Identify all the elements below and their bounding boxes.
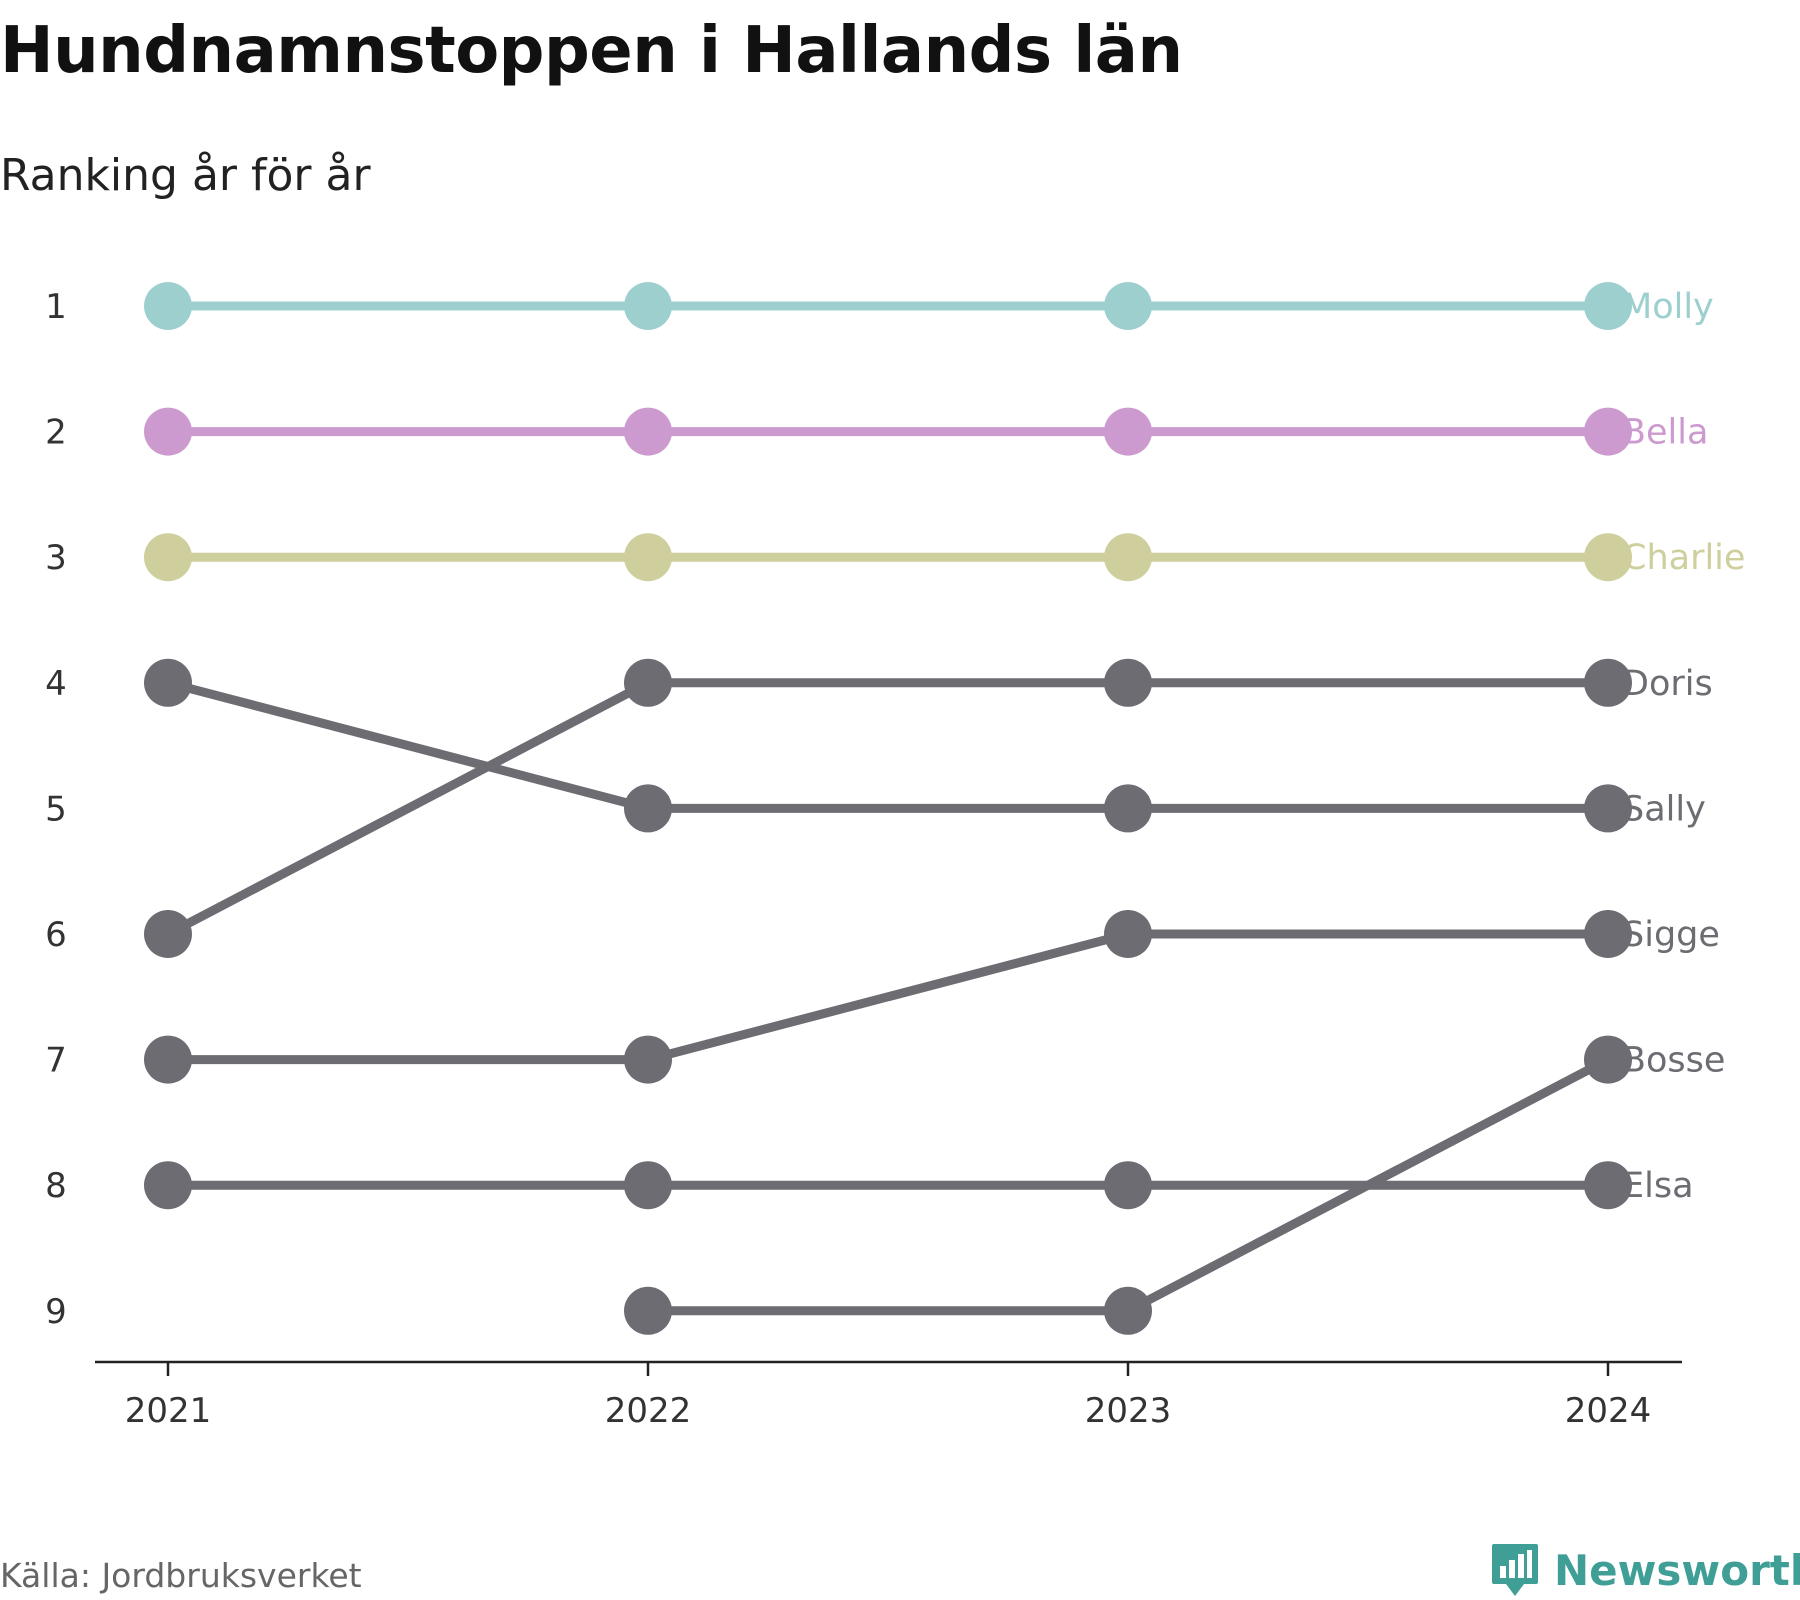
data-point-bella (144, 407, 192, 456)
data-point-molly (624, 282, 672, 330)
series-label-bella: Bella (1622, 413, 1708, 453)
data-point-molly (1584, 282, 1632, 330)
logo-bar (1518, 1554, 1524, 1578)
data-point-sally (624, 784, 672, 833)
series-label-bosse: Bosse (1622, 1041, 1725, 1081)
series-label-charlie: Charlie (1622, 538, 1745, 578)
data-point-doris (624, 658, 672, 707)
y-tick-label: 6 (45, 915, 67, 955)
data-point-molly (1104, 282, 1152, 330)
series-label-sigge: Sigge (1622, 915, 1720, 955)
data-point-bella (1104, 407, 1152, 456)
bump-chart: 1 2 3 4 5 6 7 8 9 2021 2022 2023 2024 Doris Sally Sigge… (45, 282, 1745, 1431)
source-note: Källa: Jordbruksverket (0, 1556, 362, 1595)
x-tick-label: 2022 (605, 1391, 692, 1431)
data-point-bosse (624, 1286, 672, 1335)
data-point-doris (144, 910, 192, 958)
data-point-sally (144, 658, 192, 707)
logo-bar (1500, 1566, 1506, 1578)
series-line-doris (165, 678, 1608, 938)
data-point-elsa (144, 1161, 192, 1210)
data-point-elsa (1584, 1161, 1632, 1210)
data-point-elsa (624, 1161, 672, 1210)
data-point-doris (1584, 658, 1632, 707)
logo-bar (1527, 1550, 1532, 1578)
data-point-bella (1584, 407, 1632, 456)
y-tick-label: 3 (45, 538, 67, 578)
chart-title: Hundnamnstoppen i Hallands län (0, 14, 1183, 88)
data-point-charlie (1584, 533, 1632, 582)
series-label-molly: Molly (1622, 287, 1714, 327)
data-point-bosse (1104, 1286, 1152, 1335)
y-tick-label: 7 (45, 1041, 67, 1081)
data-point-sigge (1104, 910, 1152, 958)
data-point-charlie (1104, 533, 1152, 582)
series-label-elsa: Elsa (1622, 1166, 1694, 1206)
data-point-bella (624, 407, 672, 456)
brand-logo: Newsworthy (1490, 1540, 1800, 1600)
series-label-sally: Sally (1622, 789, 1706, 829)
data-point-sally (1584, 784, 1632, 833)
data-point-charlie (144, 533, 192, 582)
x-tick-label: 2024 (1565, 1391, 1652, 1431)
data-point-sally (1104, 784, 1152, 833)
series-line-sally (166, 678, 1608, 813)
bar-chart-speech-bubble-icon (1492, 1544, 1538, 1596)
series-label-doris: Doris (1622, 664, 1713, 704)
data-point-sigge (624, 1035, 672, 1084)
series-line-sigge (168, 929, 1608, 1065)
data-point-sigge (1584, 910, 1632, 958)
data-point-bosse (1584, 1035, 1632, 1084)
x-tick-label: 2021 (125, 1391, 212, 1431)
y-tick-label: 8 (45, 1166, 67, 1206)
y-tick-label: 2 (45, 413, 67, 453)
data-point-charlie (624, 533, 672, 582)
y-tick-label: 5 (45, 789, 67, 829)
y-tick-label: 9 (45, 1292, 67, 1332)
brand-name: Newsworthy (1554, 1545, 1800, 1595)
logo-bar (1509, 1560, 1515, 1578)
y-tick-label: 4 (45, 664, 67, 704)
x-tick-label: 2023 (1085, 1391, 1172, 1431)
data-point-elsa (1104, 1161, 1152, 1210)
chart-subtitle: Ranking år för år (0, 150, 371, 201)
data-point-sigge (144, 1035, 192, 1084)
y-tick-label: 1 (45, 287, 67, 327)
data-point-molly (144, 282, 192, 330)
data-point-doris (1104, 658, 1152, 707)
